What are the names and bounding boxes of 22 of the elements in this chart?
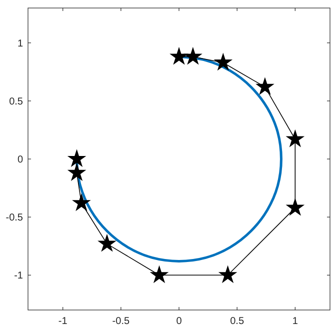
y-tick-label: -0.5: [6, 212, 24, 224]
y-tick-label: 0.5: [9, 96, 24, 108]
point: [184, 46, 202, 65]
point: [150, 265, 169, 284]
y-tick-label: 0: [17, 154, 24, 166]
point: [286, 129, 305, 148]
point: [170, 46, 188, 65]
x-tick-label: 0: [176, 316, 182, 327]
y-tick-label: -1: [14, 270, 24, 282]
point: [286, 198, 305, 216]
x-tick-label: -0.5: [112, 316, 130, 327]
point: [218, 265, 238, 284]
x-tick-label: 0.5: [230, 316, 244, 327]
point: [67, 149, 86, 168]
y-tick-label: 1: [17, 38, 24, 50]
point: [98, 234, 116, 252]
x-tick-label: 1: [292, 316, 298, 327]
point: [214, 52, 233, 71]
point: [67, 163, 86, 181]
point: [256, 77, 274, 95]
x-tick-label: -1: [58, 316, 68, 327]
point: [72, 193, 91, 212]
